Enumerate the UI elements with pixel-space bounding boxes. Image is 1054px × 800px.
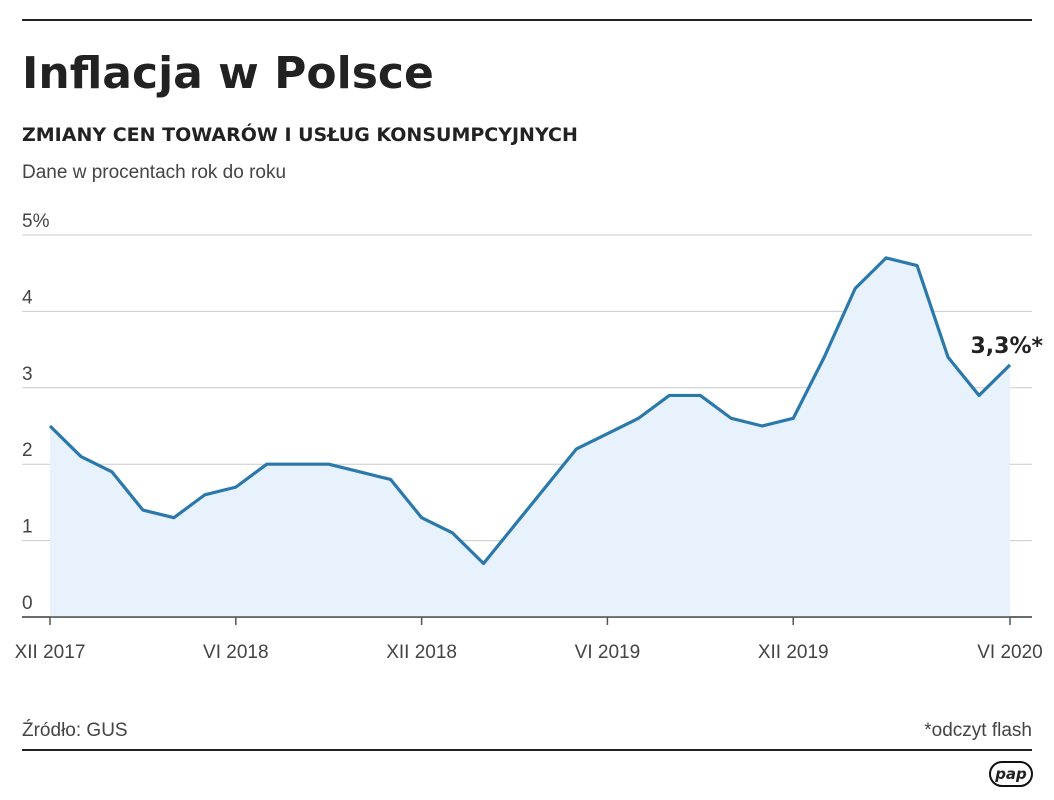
area — [50, 257, 1010, 617]
subtitle: ZMIANY CEN TOWARÓW I USŁUG KONSUMPCYJNYC… — [22, 122, 578, 146]
chart-title: Inflacja w Polsce — [22, 48, 434, 99]
x-tick-label: XII 2018 — [386, 642, 457, 663]
logo-badge — [989, 761, 1033, 787]
x-tick-label: XII 2019 — [758, 642, 829, 663]
note: Dane w procentach rok do roku — [22, 162, 286, 183]
y-tick-label: 0 — [22, 593, 33, 614]
source: Źródło: GUS — [22, 720, 128, 741]
y-tick-label: 5% — [22, 211, 50, 232]
logo: pap — [994, 765, 1027, 783]
x-tick-label: VI 2018 — [203, 642, 269, 663]
y-tick-label: 4 — [22, 287, 33, 308]
y-tick-label: 1 — [22, 517, 33, 538]
annotation: 3,3%* — [970, 334, 1043, 359]
footnote: *odczyt flash — [924, 720, 1032, 741]
line — [48, 256, 1012, 566]
x-tick-label: XII 2017 — [15, 642, 86, 663]
y-tick-label: 2 — [22, 440, 33, 461]
x-tick-label: VI 2019 — [575, 642, 641, 663]
y-tick-label: 3 — [22, 364, 33, 385]
x-tick-label: VI 2020 — [977, 642, 1043, 663]
